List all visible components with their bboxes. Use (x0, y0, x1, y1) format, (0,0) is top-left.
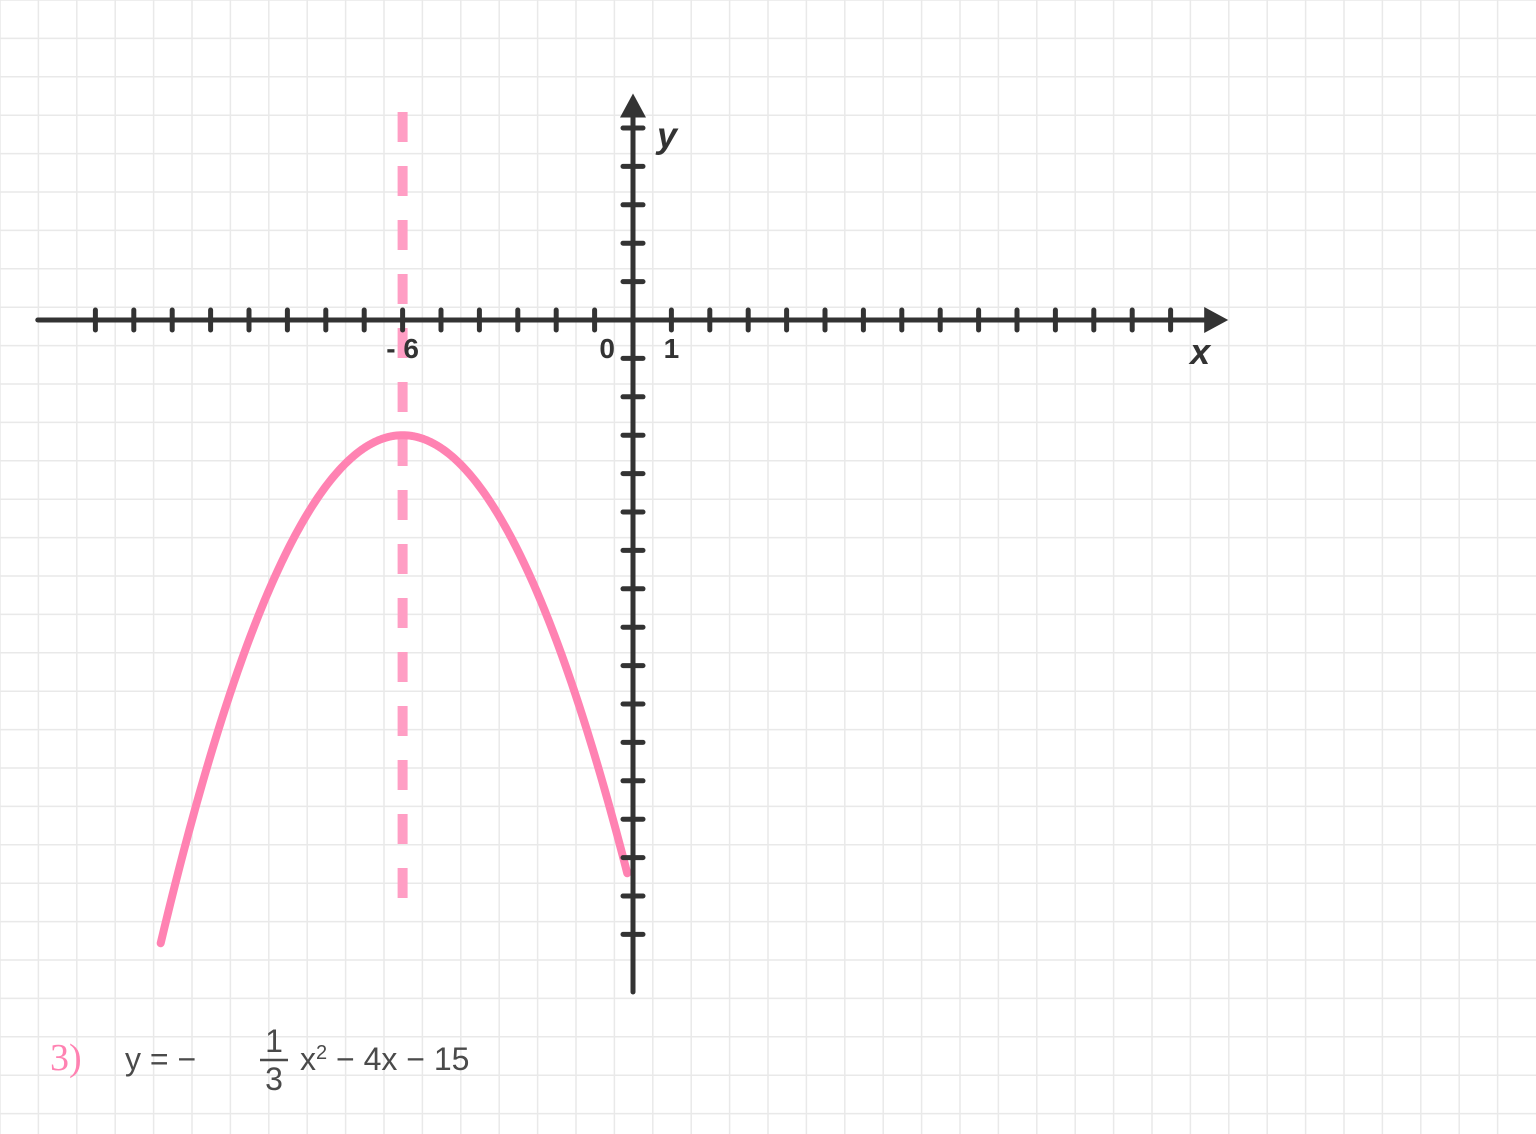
x-tick-label: 1 (664, 333, 680, 364)
x-tick-label: - 6 (386, 333, 419, 364)
fraction-numerator: 1 (265, 1023, 283, 1059)
grid (0, 0, 1536, 1134)
origin-label: 0 (599, 333, 615, 364)
equation-text: y = − (125, 1041, 196, 1077)
x-axis-label: x (1188, 331, 1212, 372)
equation-index: 3) (50, 1037, 82, 1079)
fraction-denominator: 3 (265, 1061, 283, 1097)
y-axis-label: y (655, 114, 679, 155)
